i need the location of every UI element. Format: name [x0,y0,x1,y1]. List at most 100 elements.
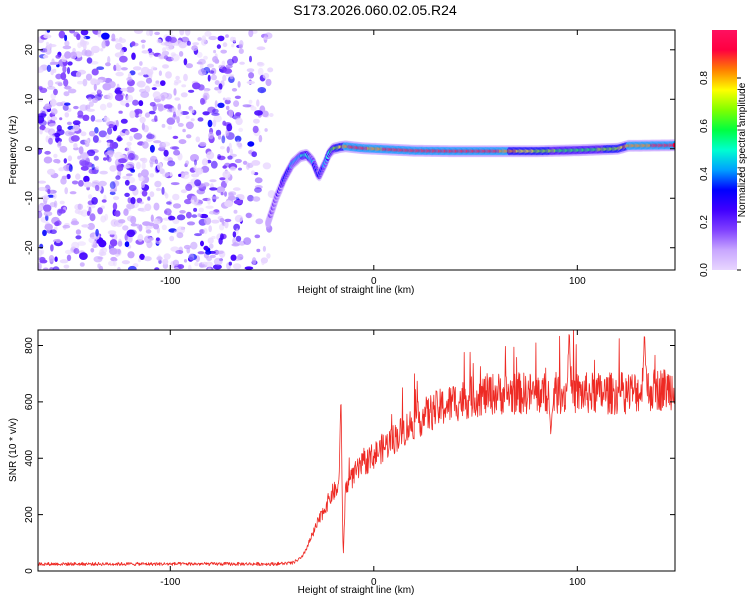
heatmap-noise-cell [156,38,162,44]
heatmap-noise-cell [126,77,133,82]
heatmap-noise-cell [174,266,180,270]
heatmap-noise-cell [235,228,239,235]
heatmap-noise-cell [232,263,242,270]
spectrogram-ylabel: Frequency (Hz) [8,116,19,185]
heatmap-noise-cell [92,97,99,104]
heatmap-noise-cell [207,267,212,270]
heatmap-noise-cell [212,119,217,128]
heatmap-noise-cell [129,127,139,133]
heatmap-noise-cell [158,70,162,76]
heatmap-noise-cell [212,108,219,114]
y-tick-label: -20 [24,240,35,255]
heatmap-noise-cell [101,40,107,49]
spectrogram-frame [37,29,676,271]
heatmap-noise-cell [232,231,237,238]
heatmap-noise-cell [222,42,228,48]
heatmap-noise-cell [86,57,93,64]
heatmap-cells [38,30,675,270]
heatmap-noise-cell [251,160,261,166]
heatmap-noise-cell [90,45,100,54]
heatmap-noise-cell [195,136,201,143]
heatmap-noise-cell [199,141,207,147]
heatmap-noise-cell [119,55,128,63]
heatmap-noise-cell [208,70,215,74]
heatmap-noise-cell [69,30,75,34]
heatmap-noise-cell [222,120,227,126]
heatmap-noise-cell [200,240,204,247]
heatmap-noise-cell [192,42,200,46]
heatmap-noise-cell [198,58,206,65]
heatmap-noise-cell [74,209,81,214]
heatmap-noise-cell [233,199,243,205]
heatmap-noise-cell [126,161,135,169]
heatmap-noise-cell [64,102,71,106]
heatmap-noise-cell [39,257,46,262]
heatmap-noise-cell [83,43,87,51]
heatmap-noise-cell [80,30,89,36]
heatmap-noise-cell [167,125,173,130]
heatmap-noise-cell [64,40,70,47]
heatmap-noise-cell [79,159,87,167]
heatmap-noise-cell [98,180,107,187]
heatmap-noise-cell [56,63,60,68]
heatmap-noise-cell [38,186,47,191]
heatmap-noise-cell [244,266,254,270]
heatmap-noise-cell [190,154,199,162]
heatmap-noise-cell [47,194,55,198]
heatmap-noise-cell [88,130,96,137]
heatmap-noise-cell [220,192,224,196]
heatmap-noise-cell [38,147,43,155]
heatmap-noise-cell [267,67,274,73]
snr-frame [37,329,676,572]
heatmap-noise-cell [247,141,255,147]
heatmap-noise-cell [58,209,66,214]
heatmap-noise-cell [90,115,96,122]
heatmap-noise-cell [154,115,158,122]
heatmap-noise-cell [224,218,232,223]
heatmap-noise-cell [217,35,225,42]
heatmap-noise-cell [222,165,227,169]
heatmap-noise-cell [43,194,49,201]
heatmap-noise-cell [48,255,55,262]
heatmap-noise-cell [234,95,241,100]
heatmap-noise-cell [58,30,66,39]
heatmap-noise-cell [95,166,100,170]
heatmap-noise-cell [149,161,154,168]
heatmap-noise-cell [167,160,176,167]
heatmap-noise-cell [55,73,63,80]
heatmap-noise-cell [95,228,99,237]
heatmap-noise-cell [79,262,85,267]
heatmap-noise-cell [198,207,204,213]
heatmap-noise-cell [75,235,82,240]
colorbar-tick-label: 0.4 [699,167,710,181]
heatmap-noise-cell [106,150,115,156]
heatmap-noise-cell [238,127,244,132]
heatmap-noise-cell [185,121,194,130]
heatmap-noise-cell [161,94,165,102]
heatmap-noise-cell [179,210,186,214]
heatmap-noise-cell [43,211,53,217]
heatmap-noise-cell [247,194,254,202]
heatmap-noise-cell [149,191,155,198]
x-tick-label: 0 [371,276,377,287]
heatmap-noise-cell [75,71,82,78]
heatmap-noise-cell [73,105,79,110]
heatmap-noise-cell [176,214,186,221]
heatmap-noise-cell [99,170,108,175]
heatmap-noise-cell [71,241,80,250]
heatmap-noise-cell [257,62,265,67]
heatmap-noise-cell [70,128,76,133]
heatmap-noise-cell [157,217,162,222]
heatmap-noise-cell [224,177,229,184]
heatmap-noise-cell [132,66,142,71]
heatmap-noise-cell [208,35,218,41]
heatmap-noise-cell [252,125,259,134]
heatmap-noise-cell [209,187,218,191]
heatmap-noise-cell [68,131,75,136]
heatmap-noise-cell [137,234,144,242]
heatmap-noise-cell [126,86,135,93]
heatmap-noise-cell [93,83,97,91]
heatmap-noise-cell [218,83,223,90]
heatmap-noise-cell [86,108,96,112]
